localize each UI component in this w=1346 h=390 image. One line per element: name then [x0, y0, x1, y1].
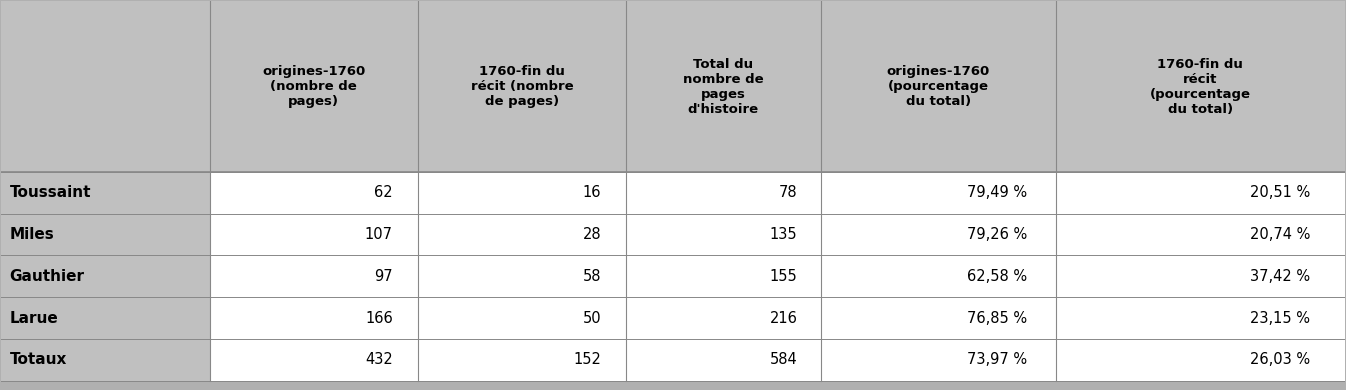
Bar [821, 2, 1055, 172]
Text: 79,26 %: 79,26 % [968, 227, 1027, 242]
Bar [626, 172, 821, 214]
Bar [1, 214, 210, 255]
Bar [417, 172, 626, 214]
Text: 23,15 %: 23,15 % [1250, 311, 1310, 326]
Bar [417, 255, 626, 297]
Bar [1055, 255, 1345, 297]
Bar [1055, 339, 1345, 381]
Bar [417, 297, 626, 339]
Text: 135: 135 [770, 227, 797, 242]
Bar [821, 214, 1055, 255]
Bar [210, 2, 417, 172]
Text: Toussaint: Toussaint [9, 185, 92, 200]
Bar [821, 255, 1055, 297]
Text: Totaux: Totaux [9, 353, 67, 367]
Text: 152: 152 [573, 353, 602, 367]
Text: 97: 97 [374, 269, 393, 284]
Text: 432: 432 [365, 353, 393, 367]
Text: 28: 28 [583, 227, 602, 242]
Text: 1760-fin du
récit (nombre
de pages): 1760-fin du récit (nombre de pages) [471, 65, 573, 108]
Bar [626, 339, 821, 381]
Bar [417, 339, 626, 381]
Text: 155: 155 [770, 269, 797, 284]
Bar [626, 297, 821, 339]
Text: 73,97 %: 73,97 % [968, 353, 1027, 367]
Bar [1055, 297, 1345, 339]
Bar [210, 297, 417, 339]
Bar [821, 172, 1055, 214]
Text: 166: 166 [365, 311, 393, 326]
Bar [1, 255, 210, 297]
Text: origines-1760
(nombre de
pages): origines-1760 (nombre de pages) [262, 65, 365, 108]
Text: 584: 584 [770, 353, 797, 367]
Text: 62,58 %: 62,58 % [968, 269, 1027, 284]
Text: Miles: Miles [9, 227, 54, 242]
Bar [417, 214, 626, 255]
Bar [1055, 2, 1345, 172]
Text: Gauthier: Gauthier [9, 269, 85, 284]
Text: 76,85 %: 76,85 % [968, 311, 1027, 326]
Bar [626, 214, 821, 255]
Bar [210, 214, 417, 255]
Bar [210, 255, 417, 297]
Text: 79,49 %: 79,49 % [968, 185, 1027, 200]
Bar [821, 297, 1055, 339]
Bar [626, 2, 821, 172]
Bar [210, 172, 417, 214]
Text: 26,03 %: 26,03 % [1250, 353, 1310, 367]
Text: 107: 107 [365, 227, 393, 242]
Text: 216: 216 [770, 311, 797, 326]
Bar [1, 172, 210, 214]
Text: 1760-fin du
récit
(pourcentage
du total): 1760-fin du récit (pourcentage du total) [1149, 58, 1250, 115]
Bar [1, 2, 210, 172]
Text: 20,74 %: 20,74 % [1249, 227, 1310, 242]
Text: origines-1760
(pourcentage
du total): origines-1760 (pourcentage du total) [887, 65, 989, 108]
Text: Larue: Larue [9, 311, 58, 326]
Bar [417, 2, 626, 172]
Bar [626, 255, 821, 297]
Bar [1, 297, 210, 339]
Bar [821, 339, 1055, 381]
Text: 58: 58 [583, 269, 602, 284]
Bar [1055, 214, 1345, 255]
Text: Total du
nombre de
pages
d'histoire: Total du nombre de pages d'histoire [682, 58, 763, 115]
Text: 62: 62 [374, 185, 393, 200]
Bar [1055, 172, 1345, 214]
Text: 20,51 %: 20,51 % [1249, 185, 1310, 200]
Text: 50: 50 [583, 311, 602, 326]
Bar [210, 339, 417, 381]
Text: 78: 78 [779, 185, 797, 200]
Bar [1, 339, 210, 381]
Text: 37,42 %: 37,42 % [1250, 269, 1310, 284]
Text: 16: 16 [583, 185, 602, 200]
